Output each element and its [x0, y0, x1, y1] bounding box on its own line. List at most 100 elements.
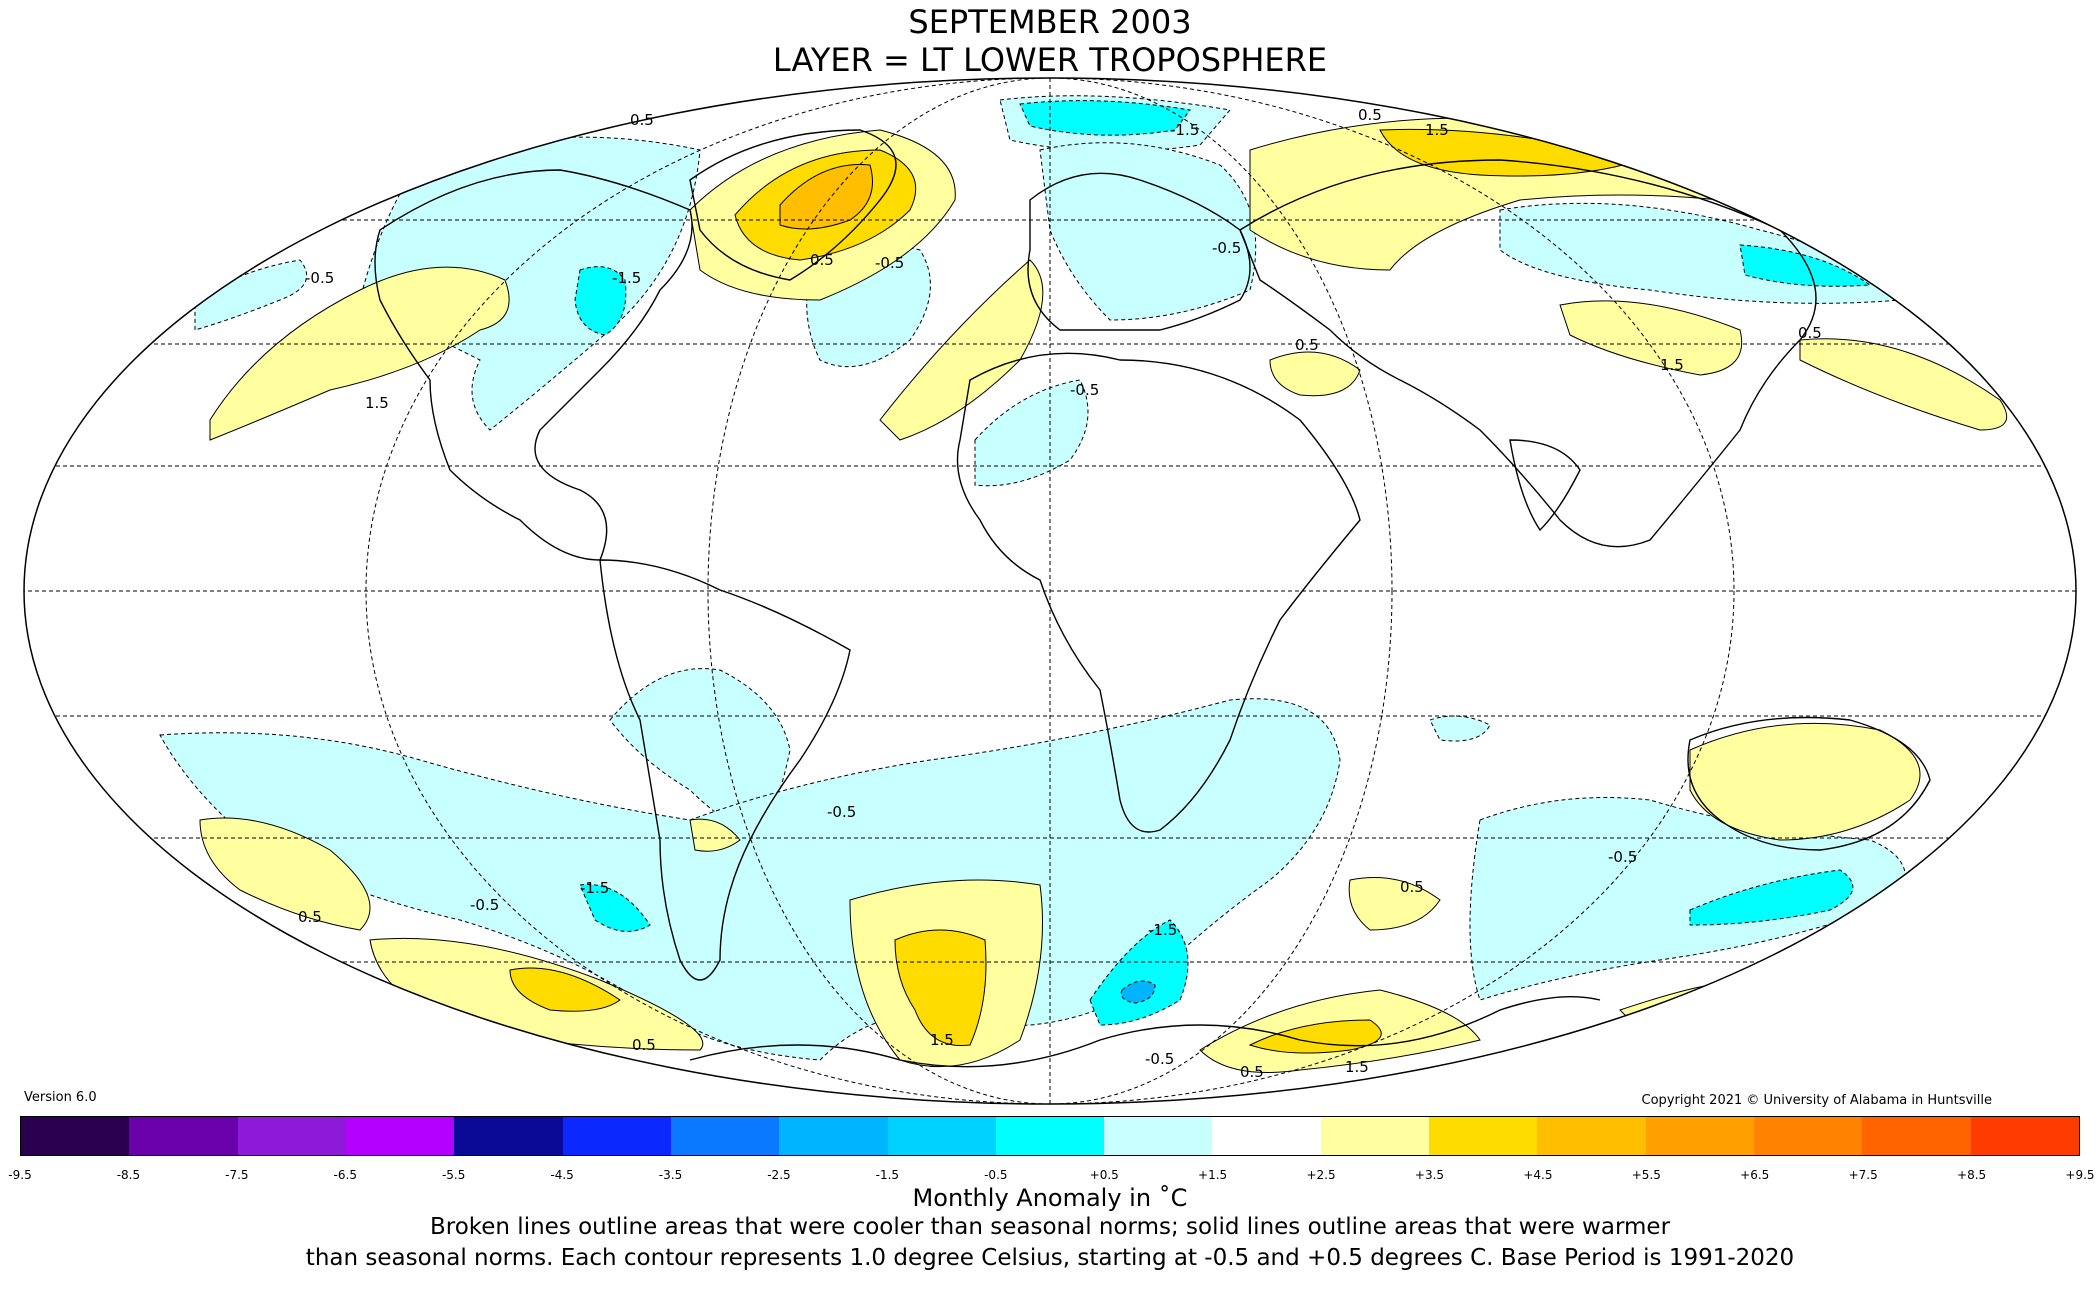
colorbar-tick-label: -0.5 [984, 1168, 1008, 1182]
warm-area-alaska-pacific [209, 266, 510, 441]
contour-label: 0.5 [298, 908, 322, 926]
contour-label: 0.5 [1240, 1063, 1264, 1081]
colorbar-tick-label: -2.5 [767, 1168, 791, 1182]
colorbar-segment [1212, 1117, 1321, 1155]
contour-label: -1.5 [1148, 921, 1177, 939]
colorbar-segment [1970, 1117, 2079, 1155]
colorbar-label: Monthly Anomaly in ˚C [912, 1184, 1188, 1212]
cooler-area-siberia [1739, 244, 1872, 287]
cool-area-southern-band [159, 698, 1341, 1061]
colorbar-segment [995, 1117, 1105, 1155]
warm-area-south-indian [1348, 877, 1441, 931]
colorbar-tick-label: -4.5 [550, 1168, 574, 1182]
warmer-area-russia [1379, 128, 1642, 177]
colorbar-tick-label: +2.5 [1306, 1168, 1336, 1182]
cool-area-siberia [1499, 202, 1901, 304]
warm-area-north-pacific [1799, 338, 2008, 431]
colorbar-segment [237, 1117, 346, 1155]
colorbar-segment [454, 1117, 563, 1155]
colorbar [20, 1116, 2080, 1156]
north-america-outline [374, 169, 693, 561]
colorbar-segment [1862, 1117, 1971, 1155]
colorbar-tick-label: -3.5 [658, 1168, 683, 1182]
contour-label: -0.5 [1212, 239, 1241, 257]
colorbar-tick-label: -5.5 [441, 1168, 466, 1182]
warmer-area-south-pacific-south [509, 967, 621, 1012]
india-outline [1509, 439, 1581, 532]
cooler-area-south-atlantic [1089, 919, 1189, 1026]
colorbar-tick-label: +9.5 [2065, 1168, 2095, 1182]
australia-outline [1687, 716, 1931, 851]
graticule [24, 78, 2076, 1104]
copyright-note: Copyright 2021 © University of Alabama i… [1641, 1093, 1992, 1108]
warm-area-australia [1689, 722, 1921, 841]
contour-label: 0.5 [1295, 336, 1319, 354]
cooler-area-arctic [1019, 100, 1191, 136]
colorbar-tick-label: -7.5 [225, 1168, 249, 1182]
warm-area-south-pacific-west [199, 817, 371, 931]
colorbar-tick-label: +8.5 [1957, 1168, 1987, 1182]
contour-label: 0.5 [630, 111, 654, 129]
colorbar-segment [670, 1117, 780, 1155]
contour-label: 1.5 [1660, 356, 1684, 374]
contour-label: -0.5 [1145, 1050, 1174, 1068]
contour-label: 0.5 [1358, 106, 1382, 124]
contour-label: 1.5 [930, 1031, 954, 1049]
cool-area-europe [1039, 142, 1257, 321]
colorbar-segment [562, 1117, 671, 1155]
warm-area-middle-east [1269, 351, 1361, 397]
warmer-area-antarctic [1248, 1019, 1382, 1054]
colorbar-tick-label: -6.5 [333, 1168, 357, 1182]
colorbar-segment [1104, 1117, 1213, 1155]
contour-label: -1.5 [612, 269, 641, 287]
colorbar-tick-label: +7.5 [1848, 1168, 1878, 1182]
antarctica-outline [689, 995, 1601, 1068]
contour-label: -0.5 [305, 269, 334, 287]
colorbar-segment [1537, 1117, 1646, 1155]
greenland-outline [689, 129, 897, 281]
cooler-area-australia-south [1689, 869, 1854, 926]
map-title-line1: SEPTEMBER 2003 [908, 3, 1192, 41]
cooler-area-south-pacific [579, 884, 651, 932]
colorbar-segment [1429, 1117, 1538, 1155]
colorbar-tick-label: +4.5 [1523, 1168, 1553, 1182]
south-america-outline [599, 559, 851, 981]
contour-label: 1.5 [365, 394, 389, 412]
caption-line2: than seasonal norms. Each contour repres… [305, 1245, 1795, 1271]
asia-outline [1239, 159, 1817, 548]
contour-label: -0.5 [470, 896, 499, 914]
globe-outline [23, 77, 2077, 1105]
cool-area-east-pacific [1429, 715, 1491, 742]
colorbar-segment [1320, 1117, 1430, 1155]
version-note: Version 6.0 [24, 1090, 97, 1105]
colorbar-segment [1645, 1117, 1754, 1155]
anomaly-fields [24, 78, 2076, 1104]
contour-labels: 0.5 -0.5 1.5 -1.5 0.5 -0.5 0.5 1.5 -0.5 … [298, 106, 1822, 1081]
colorbar-segment [779, 1117, 888, 1155]
contour-label: -0.5 [827, 803, 856, 821]
contour-label: 0.5 [1798, 324, 1822, 342]
colorbar-segment [1754, 1117, 1863, 1155]
contour-label: 0.5 [810, 251, 834, 269]
colorbar-segment [345, 1117, 455, 1155]
map-title-line2: LAYER = LT LOWER TROPOSPHERE [772, 41, 1328, 79]
contour-label: -0.5 [1070, 381, 1099, 399]
cool-area-west-africa [974, 379, 1089, 487]
colorbar-segment [887, 1117, 996, 1155]
colorbar-segment [129, 1117, 238, 1155]
colorbar-tick-label: +6.5 [1740, 1168, 1770, 1182]
warm-area-china [1559, 300, 1743, 376]
colorbar-tick-label: +3.5 [1414, 1168, 1445, 1182]
contour-label: 0.5 [1400, 878, 1424, 896]
colorbar-tick-label: -9.5 [8, 1168, 32, 1182]
africa-outline [956, 352, 1361, 833]
warm-area-atlantic-iberia [879, 259, 1044, 441]
continent-outlines [374, 129, 1931, 1068]
contour-label: 1.5 [1425, 121, 1449, 139]
contour-label: -0.5 [875, 254, 904, 272]
contour-label: -1.5 [580, 879, 609, 897]
contour-label: -1.5 [1170, 121, 1199, 139]
colorbar-tick-label: +5.5 [1631, 1168, 1661, 1182]
contour-label: -0.5 [1608, 848, 1637, 866]
